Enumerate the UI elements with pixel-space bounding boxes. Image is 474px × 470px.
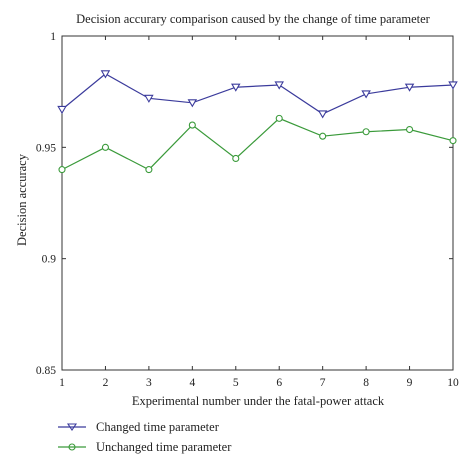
series-unchanged [58, 114, 457, 174]
data-point-circle [232, 154, 240, 163]
y-axis-label: Decision accuracy [15, 153, 29, 246]
data-point-circle [58, 166, 66, 174]
series-line [61, 117, 454, 171]
x-tick-label: 5 [233, 377, 239, 389]
series-line [61, 73, 454, 115]
data-point-circle [188, 121, 196, 129]
plot-area-frame [61, 35, 454, 371]
data-point-triangle [448, 81, 458, 90]
legend-item-changed: Changed time parameter [58, 420, 220, 434]
legend: Changed time parameter Unchanged time pa… [58, 420, 232, 454]
series-layer [57, 70, 458, 174]
y-tick-label: 0.85 [36, 365, 56, 377]
x-tick-label: 8 [363, 377, 369, 389]
x-axis-label: Experimental number under the fatal-powe… [132, 394, 385, 408]
data-point-circle [101, 143, 109, 151]
x-tick-label: 9 [407, 377, 413, 389]
y-axis: 0.85 0.9 0.95 1 [36, 31, 453, 377]
x-tick-label: 3 [146, 377, 152, 389]
chart-title: Decision accurary comparison caused by t… [76, 12, 430, 26]
series-changed [57, 70, 458, 119]
data-point-circle [145, 166, 153, 174]
data-point-triangle [361, 90, 371, 99]
data-point-circle [449, 137, 457, 145]
data-point-triangle [404, 83, 415, 92]
x-tick-label: 2 [103, 377, 109, 389]
y-tick-label: 0.95 [36, 142, 56, 154]
legend-label-unchanged: Unchanged time parameter [96, 440, 232, 454]
data-point-triangle [100, 70, 111, 79]
x-axis: 1 2 3 4 5 6 7 8 9 10 [59, 36, 459, 389]
legend-label-changed: Changed time parameter [96, 420, 220, 434]
data-point-circle [362, 128, 370, 136]
y-tick-label: 1 [50, 31, 56, 43]
x-tick-label: 7 [320, 377, 326, 389]
data-point-triangle [317, 110, 328, 119]
data-point-triangle [231, 83, 241, 92]
data-point-triangle [144, 94, 154, 103]
legend-item-unchanged: Unchanged time parameter [58, 440, 232, 454]
x-tick-label: 1 [59, 377, 65, 389]
x-tick-label: 10 [447, 377, 459, 389]
legend-marker-circle [68, 443, 76, 451]
data-point-circle [275, 114, 283, 122]
data-point-triangle [57, 105, 67, 115]
legend-marker-triangle [66, 423, 78, 431]
x-tick-label: 6 [276, 377, 282, 389]
data-point-triangle [274, 81, 284, 90]
x-tick-label: 4 [189, 377, 195, 389]
data-point-circle [319, 132, 327, 140]
data-point-triangle [187, 99, 198, 108]
y-tick-label: 0.9 [42, 254, 57, 266]
data-point-circle [406, 125, 414, 134]
